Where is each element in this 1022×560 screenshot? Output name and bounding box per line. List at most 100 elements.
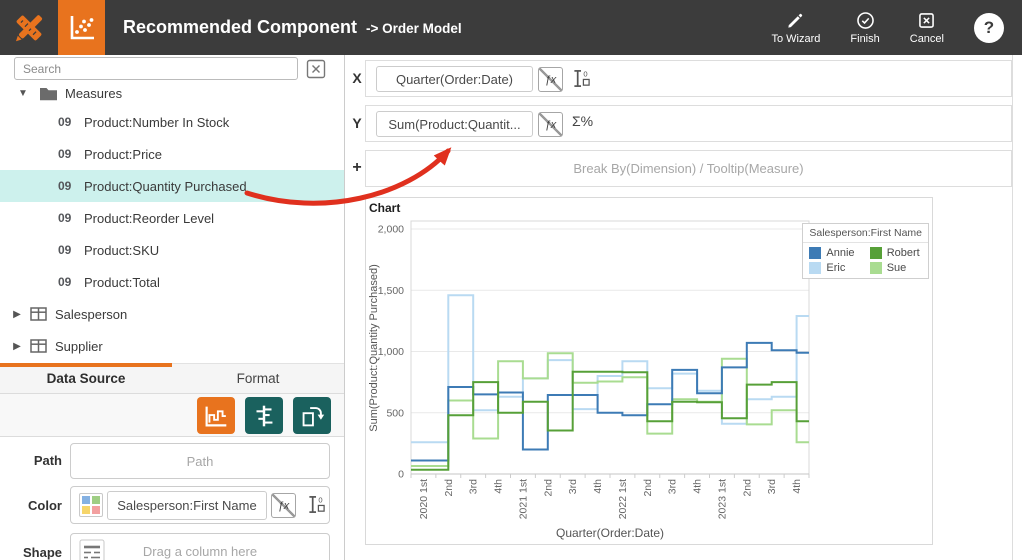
finish-button[interactable]: Finish [850,10,880,45]
numeric-field-icon: 09 [58,115,72,129]
series-line-eric[interactable] [411,294,809,444]
sidebar-tabs: Data Source Format [0,363,344,394]
legend-label: Robert [886,247,920,259]
rotate-page-type-button[interactable] [293,397,331,434]
x-sort-button[interactable]: 0 [572,68,591,92]
chart-svg: 0 500 1,000 1,500 2,000 2020 1st 2nd 3rd 4th 2021… [368,220,810,540]
x-tick-label: 4th [592,479,604,494]
rotate-page-icon [302,406,325,426]
chart-panel-title: Chart [369,201,401,215]
x-tick-label: 2022 1st [617,479,629,519]
break-by-row [365,150,1012,187]
plot-border [410,220,810,475]
legend-item-eric[interactable]: Eric [809,262,861,274]
tree-item-total[interactable]: 09 Product:Total [0,266,344,298]
tab-format[interactable]: Format [172,364,344,393]
x-tick-label: 2nd [642,479,654,497]
tab-data-source[interactable]: Data Source [0,363,172,393]
tree-item-label: Product:Price [84,146,163,162]
header-bar: Recommended Component -> Order Model To … [0,0,1022,55]
series-line-sue[interactable] [411,352,809,467]
series-line-annie[interactable] [411,341,809,462]
help-icon: ? [983,17,995,37]
legend-swatch [869,247,882,259]
y-tick-label: 1,500 [378,285,404,297]
tree-table-supplier[interactable]: ▶ Supplier [0,330,344,362]
sort-icon: 0 [574,70,590,87]
folder-icon [40,87,57,100]
main-panel: X Quarter(Order:Date) ƒx 0 Y S [345,55,1022,560]
color-column-chip[interactable]: Salesperson:First Name [107,491,267,520]
chart-legend: Salesperson:First Name Annie Robert Eric Su… [802,223,929,279]
tree-item-label: Product:Number In Stock [84,114,230,130]
x-tick-label: 2023 1st [716,479,728,519]
x-tick-label: 4th [791,479,803,494]
y-axis-title: Sum(Product:Quantity Purchased) [368,264,380,432]
legend-item-sue[interactable]: Sue [869,262,922,274]
branch-icon [256,405,273,426]
x-column-chip[interactable]: Quarter(Order:Date) [376,66,533,92]
legend-swatch [809,247,822,259]
y-axis-row-label: Y [352,115,362,131]
caret-down-icon[interactable]: ▼ [18,87,28,99]
color-formula-button[interactable]: ƒx [271,493,296,518]
color-sort-button[interactable]: 0 [307,494,326,518]
caret-right-icon[interactable]: ▶ [13,308,21,320]
chart-panel: Chart 0 500 1,000 1,500 2,000 2020 1st 2nd 3rd 4… [365,197,933,545]
y-aggregation-button[interactable]: Σ% [572,113,593,129]
sort-icon: 0 [309,496,325,513]
legend-swatch [809,262,822,274]
shape-input[interactable] [71,534,329,560]
x-tick-label: 4th [493,479,505,494]
chart-type-toolbar [0,394,344,437]
shape-field-label: Shape [22,545,62,560]
tree-item-sku[interactable]: 09 Product:SKU [0,234,344,266]
x-formula-button[interactable]: ƒx [538,67,563,92]
x-axis-row-label: X [352,70,362,86]
y-tick-label: 2,000 [378,224,404,236]
to-wizard-button[interactable]: To Wizard [772,10,820,45]
branch-chart-type-button[interactable] [245,397,283,434]
help-button[interactable]: ? [974,12,1004,43]
y-formula-button[interactable]: ƒx [538,112,563,137]
tree-item-quantity-purchased-selected[interactable]: 09 Product:Quantity Purchased [0,170,344,202]
color-field: Salesperson:First Name ƒx 0 [70,486,330,524]
tree-folder-measures[interactable]: ▼ Measures [0,80,344,106]
page-title: Recommended Component [123,17,358,37]
x-tick-label: 3rd [667,479,679,494]
tab-format-label: Format [236,371,280,386]
step-chart-type-button[interactable] [197,397,235,434]
component-type-tile[interactable] [58,0,105,55]
x-tick-label: 3rd [567,479,579,494]
tree-item-label: Product:Total [84,274,160,290]
app-logo[interactable] [0,7,58,49]
y-column-chip[interactable]: Sum(Product:Quantit... [376,111,533,137]
tree-item-number-in-stock[interactable]: 09 Product:Number In Stock [0,106,344,138]
path-field [70,443,330,479]
svg-text:0: 0 [583,70,587,79]
formula-icon: ƒx [544,73,557,86]
y-column-label: Sum(Product:Quantit... [388,116,521,132]
x-square-icon [919,13,935,28]
tree-item-reorder-level[interactable]: 09 Product:Reorder Level [0,202,344,234]
x-tick-label: 2nd [741,479,753,497]
pencil-ruler-logo-icon [15,14,43,41]
series-line-robert[interactable] [411,370,809,471]
clear-search-button[interactable] [305,59,327,81]
search-input[interactable] [14,57,298,80]
break-by-input[interactable] [366,151,1011,186]
caret-right-icon[interactable]: ▶ [13,340,21,352]
y-axis-row: Sum(Product:Quantit... ƒx Σ% [365,105,1012,142]
list-columns-icon [79,539,105,560]
tree-item-price[interactable]: 09 Product:Price [0,138,344,170]
right-gutter [1012,55,1022,560]
legend-item-annie[interactable]: Annie [809,247,861,259]
path-input[interactable] [71,444,329,478]
cancel-button[interactable]: Cancel [910,10,944,45]
tree-table-salesperson[interactable]: ▶ Salesperson [0,298,344,330]
x-axis-title: Quarter(Order:Date) [556,526,664,540]
legend-item-robert[interactable]: Robert [869,247,922,259]
numeric-field-icon: 09 [58,275,72,289]
x-tick-label: 2nd [443,479,455,497]
